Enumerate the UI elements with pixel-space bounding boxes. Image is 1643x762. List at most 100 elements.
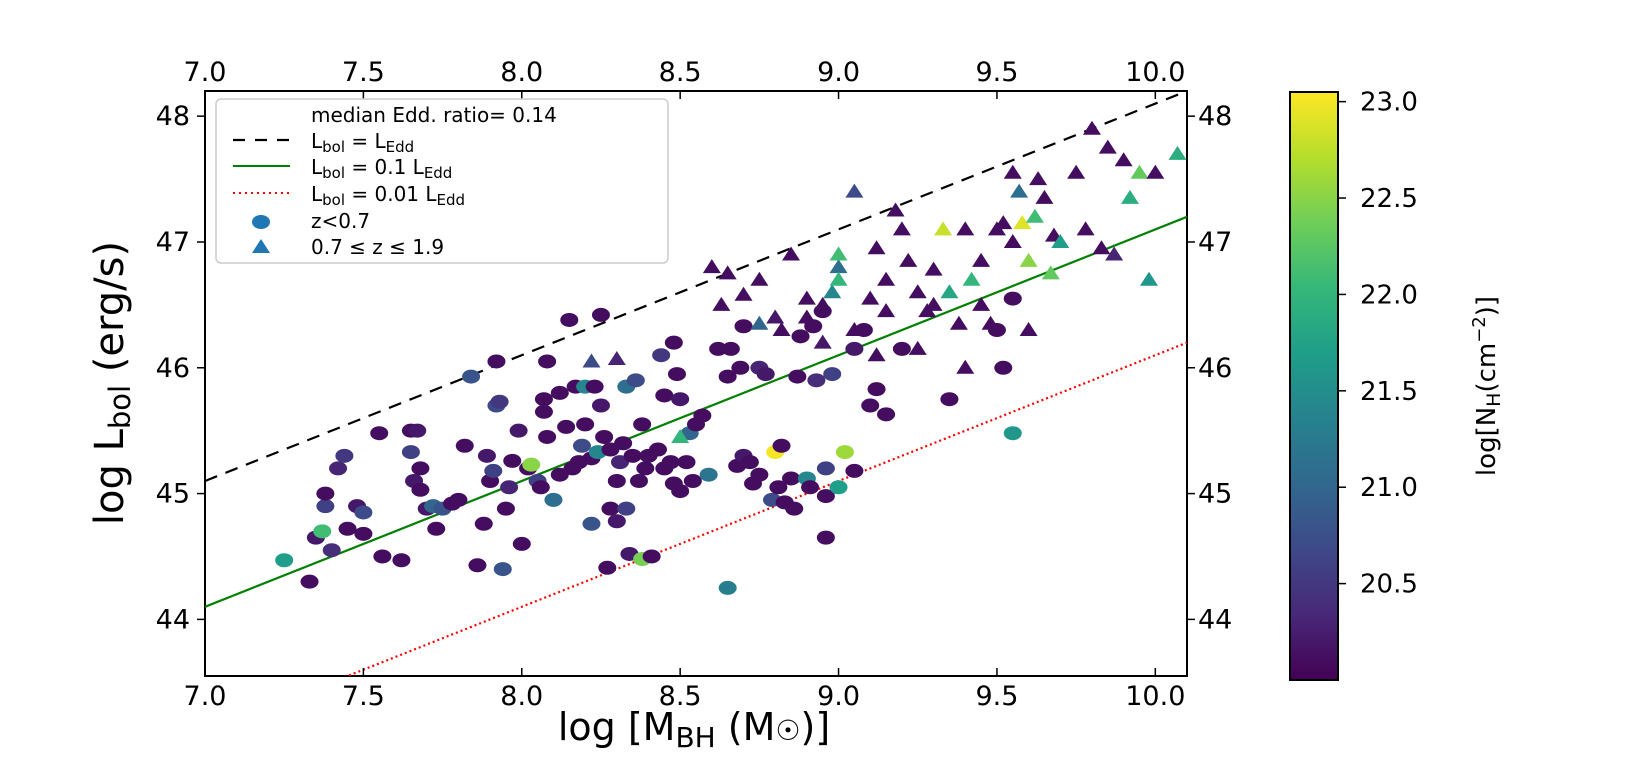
- data-point-triangle: [1003, 164, 1022, 179]
- data-point-triangle: [1168, 145, 1187, 160]
- data-point-circle: [335, 448, 354, 463]
- data-point-circle: [785, 501, 804, 516]
- data-point-triangle: [962, 271, 981, 286]
- data-point-circle: [557, 419, 576, 434]
- data-point-circle: [750, 467, 769, 482]
- x-tick-label-bottom: 9.5: [975, 681, 1018, 712]
- colorbar-tick-label: 22.5: [1360, 184, 1418, 214]
- data-point-triangle: [899, 252, 918, 267]
- data-point-circle: [591, 307, 610, 322]
- data-point-circle: [693, 408, 712, 423]
- data-point-circle: [801, 480, 820, 495]
- data-point-triangle: [797, 309, 816, 324]
- data-point-circle: [617, 501, 636, 516]
- data-point-triangle: [671, 428, 690, 443]
- data-point-circle: [940, 392, 959, 407]
- y-tick-label-left: 47: [156, 227, 190, 258]
- data-point-triangle: [1139, 271, 1158, 286]
- legend: median Edd. ratio= 0.14 Lbol = LEdd Lbol…: [215, 98, 669, 264]
- data-point-circle: [462, 369, 481, 384]
- legend-entry-ledd: Lbol = LEdd: [311, 129, 414, 156]
- y-tick-label-left: 44: [156, 604, 190, 635]
- y-tick-label-left: 45: [156, 479, 190, 510]
- data-point-circle: [671, 392, 690, 407]
- data-point-circle: [316, 499, 335, 514]
- data-point-circle: [408, 423, 427, 438]
- data-point-circle: [538, 354, 557, 369]
- data-point-triangle: [924, 261, 943, 276]
- data-point-circle: [788, 369, 807, 384]
- legend-marker-triangle: [252, 239, 270, 253]
- data-point-circle: [487, 354, 506, 369]
- data-point-circle: [484, 463, 503, 478]
- legend-marker-circle: [252, 215, 270, 229]
- data-point-circle: [699, 467, 718, 482]
- data-point-circle: [401, 445, 420, 460]
- legend-entry-001ledd: Lbol = 0.01 LEdd: [311, 182, 465, 209]
- legend-entry-lowz: z<0.7: [311, 209, 370, 233]
- data-point-circle: [769, 480, 788, 495]
- data-point-triangle: [1025, 208, 1044, 223]
- data-point-triangle: [1146, 164, 1165, 179]
- data-point-circle: [661, 455, 680, 470]
- data-point-circle: [721, 341, 740, 356]
- data-point-circle: [496, 501, 515, 516]
- data-point-circle: [816, 489, 835, 504]
- data-point-circle: [614, 436, 633, 451]
- data-point-triangle: [981, 315, 1000, 330]
- data-point-triangle: [712, 296, 731, 311]
- data-point-circle: [877, 407, 896, 422]
- data-point-triangle: [940, 284, 959, 299]
- data-point-triangle: [829, 259, 848, 274]
- data-point-circle: [275, 553, 294, 568]
- x-tick-label-top: 7.5: [342, 57, 385, 88]
- y-tick-label-left: 48: [156, 101, 190, 132]
- data-point-circle: [861, 398, 880, 413]
- data-point-triangle: [877, 271, 896, 286]
- data-point-triangle: [1003, 233, 1022, 248]
- data-point-triangle: [949, 315, 968, 330]
- data-point-circle: [544, 492, 563, 507]
- y-axis-label: log Lbol (erg/s): [87, 241, 137, 525]
- edd-line-2: [344, 341, 1187, 676]
- data-point-triangle: [956, 221, 975, 236]
- colorbar-ticks: 20.5 21.0 21.5 22.0 22.5 23.0: [1338, 88, 1418, 600]
- data-point-triangle: [972, 296, 991, 311]
- data-point-circle: [636, 461, 655, 476]
- legend-box: [215, 98, 669, 264]
- x-tick-label-top: 7.0: [184, 57, 227, 88]
- data-point-circle: [756, 367, 775, 382]
- data-point-circle: [500, 480, 519, 495]
- data-point-circle: [591, 398, 610, 413]
- data-point-triangle: [994, 215, 1013, 230]
- data-point-triangle: [829, 246, 848, 261]
- data-point-circle: [667, 367, 686, 382]
- data-point-circle: [731, 360, 750, 375]
- data-point-circle: [329, 461, 348, 476]
- data-point-circle: [455, 438, 474, 453]
- data-point-circle: [782, 471, 801, 486]
- data-point-circle: [1003, 291, 1022, 306]
- x-tick-label-bottom: 9.0: [817, 681, 860, 712]
- data-point-triangle: [972, 252, 991, 267]
- data-point-circle: [1003, 426, 1022, 441]
- data-point-circle: [607, 474, 626, 488]
- data-point-triangle: [1035, 189, 1054, 204]
- data-point-circle: [633, 417, 652, 432]
- y-tick-label-right: 46: [1198, 353, 1232, 384]
- data-point-triangle: [908, 284, 927, 299]
- data-point-circle: [994, 360, 1013, 375]
- data-point-circle: [845, 463, 864, 478]
- x-axis-label: log [MBH (M☉)]: [558, 705, 830, 754]
- y-tick-label-left: 46: [156, 353, 190, 384]
- data-point-triangle: [718, 265, 737, 280]
- data-point-circle: [534, 404, 553, 419]
- data-point-circle: [816, 461, 835, 476]
- data-point-triangle: [861, 290, 880, 305]
- data-point-circle: [867, 382, 886, 397]
- data-point-circle: [642, 549, 661, 564]
- colorbar-tick-label: 23.0: [1360, 88, 1418, 118]
- data-point-triangle: [734, 286, 753, 301]
- data-point-triangle: [766, 309, 785, 324]
- data-point-triangle: [845, 183, 864, 198]
